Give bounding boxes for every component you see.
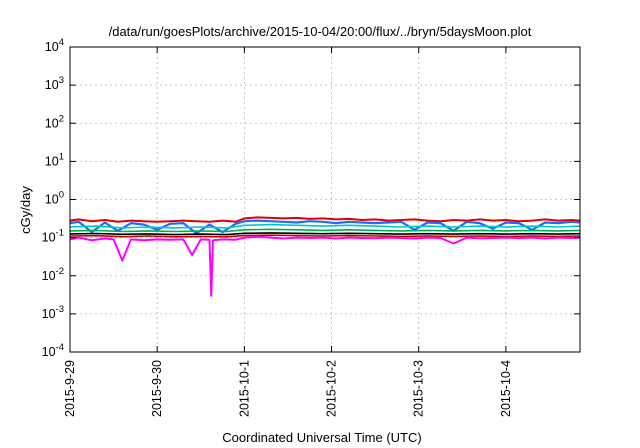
y-tick-label: 10-4 [42, 342, 64, 359]
series-line-6 [69, 235, 581, 297]
y-axis-tick-labels: 10-4 10-3 10-2 10-1 100 101 102 103 104 [42, 37, 64, 359]
series-line-0 [69, 216, 581, 223]
x-tick-label: 2015-10-2 [325, 360, 339, 417]
y-tick-label: 104 [45, 37, 64, 54]
x-tick-label: 2015-10-3 [412, 360, 426, 417]
y-tick-label: 100 [45, 190, 64, 207]
series-line-2 [69, 223, 581, 229]
x-tick-label: 2015-9-30 [150, 360, 164, 417]
x-axis-tick-labels: 2015-9-29 2015-9-30 2015-10-1 2015-10-2 2015… [63, 360, 513, 417]
y-tick-label: 10-3 [42, 304, 64, 321]
grid [70, 47, 580, 352]
chart-title: /data/run/goesPlots/archive/2015-10-04/2… [109, 24, 532, 39]
y-tick-label: 10-2 [42, 266, 64, 283]
y-axis-label: cGy/day [18, 186, 33, 234]
y-tick-label: 103 [45, 75, 64, 92]
plot-area [69, 216, 581, 297]
series-line-5 [69, 234, 581, 238]
x-tick-label: 2015-10-4 [499, 360, 513, 417]
y-tick-label: 10-1 [42, 228, 64, 245]
series-line-4 [69, 232, 581, 236]
series-line-3 [69, 228, 581, 233]
x-tick-label: 2015-10-1 [237, 360, 251, 417]
y-tick-label: 102 [45, 113, 64, 130]
x-tick-label: 2015-9-29 [63, 360, 77, 417]
y-tick-label: 101 [45, 151, 64, 168]
axis-ticks [69, 46, 580, 353]
x-axis-label: Coordinated Universal Time (UTC) [222, 430, 421, 445]
